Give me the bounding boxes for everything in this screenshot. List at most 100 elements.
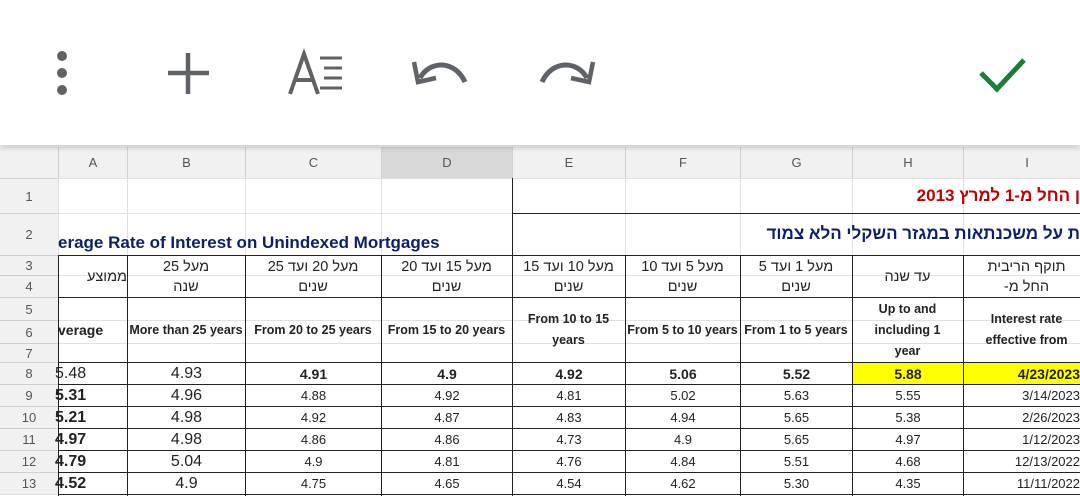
toolbar xyxy=(0,0,1080,145)
header-he-line: שנים xyxy=(781,278,811,295)
data-cell: 4.98 xyxy=(170,430,203,448)
data-cell: 5.63 xyxy=(783,388,810,403)
border xyxy=(512,255,513,496)
header-en-text: From 10 to 15 years xyxy=(527,312,610,347)
header-en-text: From 1 to 5 years xyxy=(744,322,848,337)
border xyxy=(512,213,1080,214)
data-cell: 4.9 xyxy=(304,454,323,469)
border xyxy=(852,255,853,496)
header-he-line: מעל 5 ועד 10 xyxy=(641,258,724,275)
row-header: 11 xyxy=(0,428,58,450)
data-cell: 4.9 xyxy=(175,474,198,492)
header-he-line: מעל 20 ועד 25 xyxy=(267,258,359,275)
grid-line xyxy=(0,275,1080,276)
data-cell: 4.79 xyxy=(55,452,87,470)
border xyxy=(625,255,626,496)
column-header: B xyxy=(127,147,245,178)
format-button[interactable] xyxy=(288,47,342,95)
header-he-line: שנים xyxy=(298,278,328,295)
data-cell: 5.52 xyxy=(782,365,811,382)
data-cell: 4.68 xyxy=(895,454,921,469)
data-cell: 2/26/2023 xyxy=(1022,410,1080,425)
header-en: Interest rate effective from xyxy=(963,298,1080,362)
header-he: מעל 20 ועד 25 שנים xyxy=(245,256,381,297)
data-cell: 3/14/2023 xyxy=(1022,388,1080,403)
header-he-line: שנים xyxy=(667,278,698,295)
row-header: 10 xyxy=(0,406,58,428)
redo-button[interactable] xyxy=(539,61,596,85)
header-en: From 1 to 5 years xyxy=(740,298,852,362)
row-header: 2 xyxy=(0,213,58,255)
border xyxy=(381,255,382,496)
more-button[interactable] xyxy=(57,51,67,95)
data-cell: 4.76 xyxy=(556,454,582,469)
data-cell: 4.97 xyxy=(895,432,921,447)
data-cell: 5.04 xyxy=(170,452,203,470)
data-cell: 5.30 xyxy=(783,476,810,491)
header-he: מעל 15 ועד 20 שנים xyxy=(381,256,512,297)
data-cell: 12/13/2022 xyxy=(1014,454,1080,469)
data-cell: 4.92 xyxy=(300,410,327,425)
border xyxy=(58,384,1080,385)
header-en: From 10 to 15 years xyxy=(512,298,625,362)
data-cell: 5.21 xyxy=(55,408,87,426)
header-en-text: Up to and including 1 year xyxy=(874,301,941,358)
data-cell: 4.9 xyxy=(673,432,693,447)
data-cell: 5.65 xyxy=(783,410,810,425)
data-cell: 4.81 xyxy=(434,454,460,469)
header-en: More than 25 years xyxy=(127,298,245,362)
header-he: מעל 25 שנה xyxy=(127,256,245,297)
data-cell: 4.84 xyxy=(670,454,696,469)
header-he-line: מעל 25 xyxy=(162,258,210,275)
row-header: 12 xyxy=(0,450,58,472)
data-cell: 4.54 xyxy=(556,476,582,491)
grid-line xyxy=(0,320,1080,321)
header-en: From 20 to 25 years xyxy=(245,298,381,362)
row-header: 4 xyxy=(0,275,58,297)
data-cell: 4.86 xyxy=(300,432,327,447)
column-header: F xyxy=(625,147,740,178)
data-cell: 4.52 xyxy=(55,474,87,492)
border xyxy=(740,255,741,496)
data-cell: 5.02 xyxy=(670,388,696,403)
spreadsheet: A B C D E F G H I 1 2 3 4 5 6 7 8 9 10 11 12 13 ן החל מ-1 למרץ… xyxy=(0,147,1080,496)
column-header: H xyxy=(852,147,963,178)
header-en: verage xyxy=(58,298,127,362)
row-header: 3 xyxy=(0,255,58,275)
header-he-line: ממוצע xyxy=(86,268,127,285)
header-he-line: שנה xyxy=(173,278,199,295)
border xyxy=(58,494,1080,495)
column-header: D xyxy=(381,147,512,178)
data-cell: 4.94 xyxy=(670,410,696,425)
border xyxy=(512,178,513,255)
data-cell: 4.35 xyxy=(895,476,921,491)
undo-button[interactable] xyxy=(411,61,468,85)
data-cell: 4.93 xyxy=(170,364,203,382)
header-he-line: שנים xyxy=(431,278,462,295)
header-he-line: החל מ- xyxy=(1003,278,1050,295)
sheet-subtitle-he: ת על משכנתאות במגזר השקלי הלא צמוד xyxy=(766,224,1080,243)
data-cell: 4/23/2023 xyxy=(964,363,1080,384)
data-cell: 4.87 xyxy=(434,410,460,425)
data-cell: 1/12/2023 xyxy=(1022,432,1080,447)
data-cell: 5.38 xyxy=(895,410,921,425)
done-button[interactable] xyxy=(979,58,1026,93)
border xyxy=(58,255,1080,256)
header-he: מעל 1 ועד 5 שנים xyxy=(740,256,852,297)
data-cell: 4.97 xyxy=(55,430,87,448)
row-header: 1 xyxy=(0,178,58,213)
data-cell: 5.65 xyxy=(783,432,810,447)
border xyxy=(245,255,246,496)
header-he-line: תוקף הריבית xyxy=(987,258,1066,275)
header-he: עד שנה xyxy=(852,256,963,297)
row-header: 9 xyxy=(0,384,58,406)
column-header: I xyxy=(963,147,1080,178)
row-header: 6 xyxy=(0,320,58,343)
data-cell: 5.48 xyxy=(55,364,87,382)
header-he-line: מעל 10 ועד 15 xyxy=(523,258,614,275)
data-cell: 4.92 xyxy=(434,388,460,403)
sheet-title-he: ן החל מ-1 למרץ 2013 xyxy=(916,185,1080,205)
insert-button[interactable] xyxy=(168,53,209,94)
data-cell: 4.98 xyxy=(170,408,203,426)
header-he: ממוצע xyxy=(58,256,127,297)
